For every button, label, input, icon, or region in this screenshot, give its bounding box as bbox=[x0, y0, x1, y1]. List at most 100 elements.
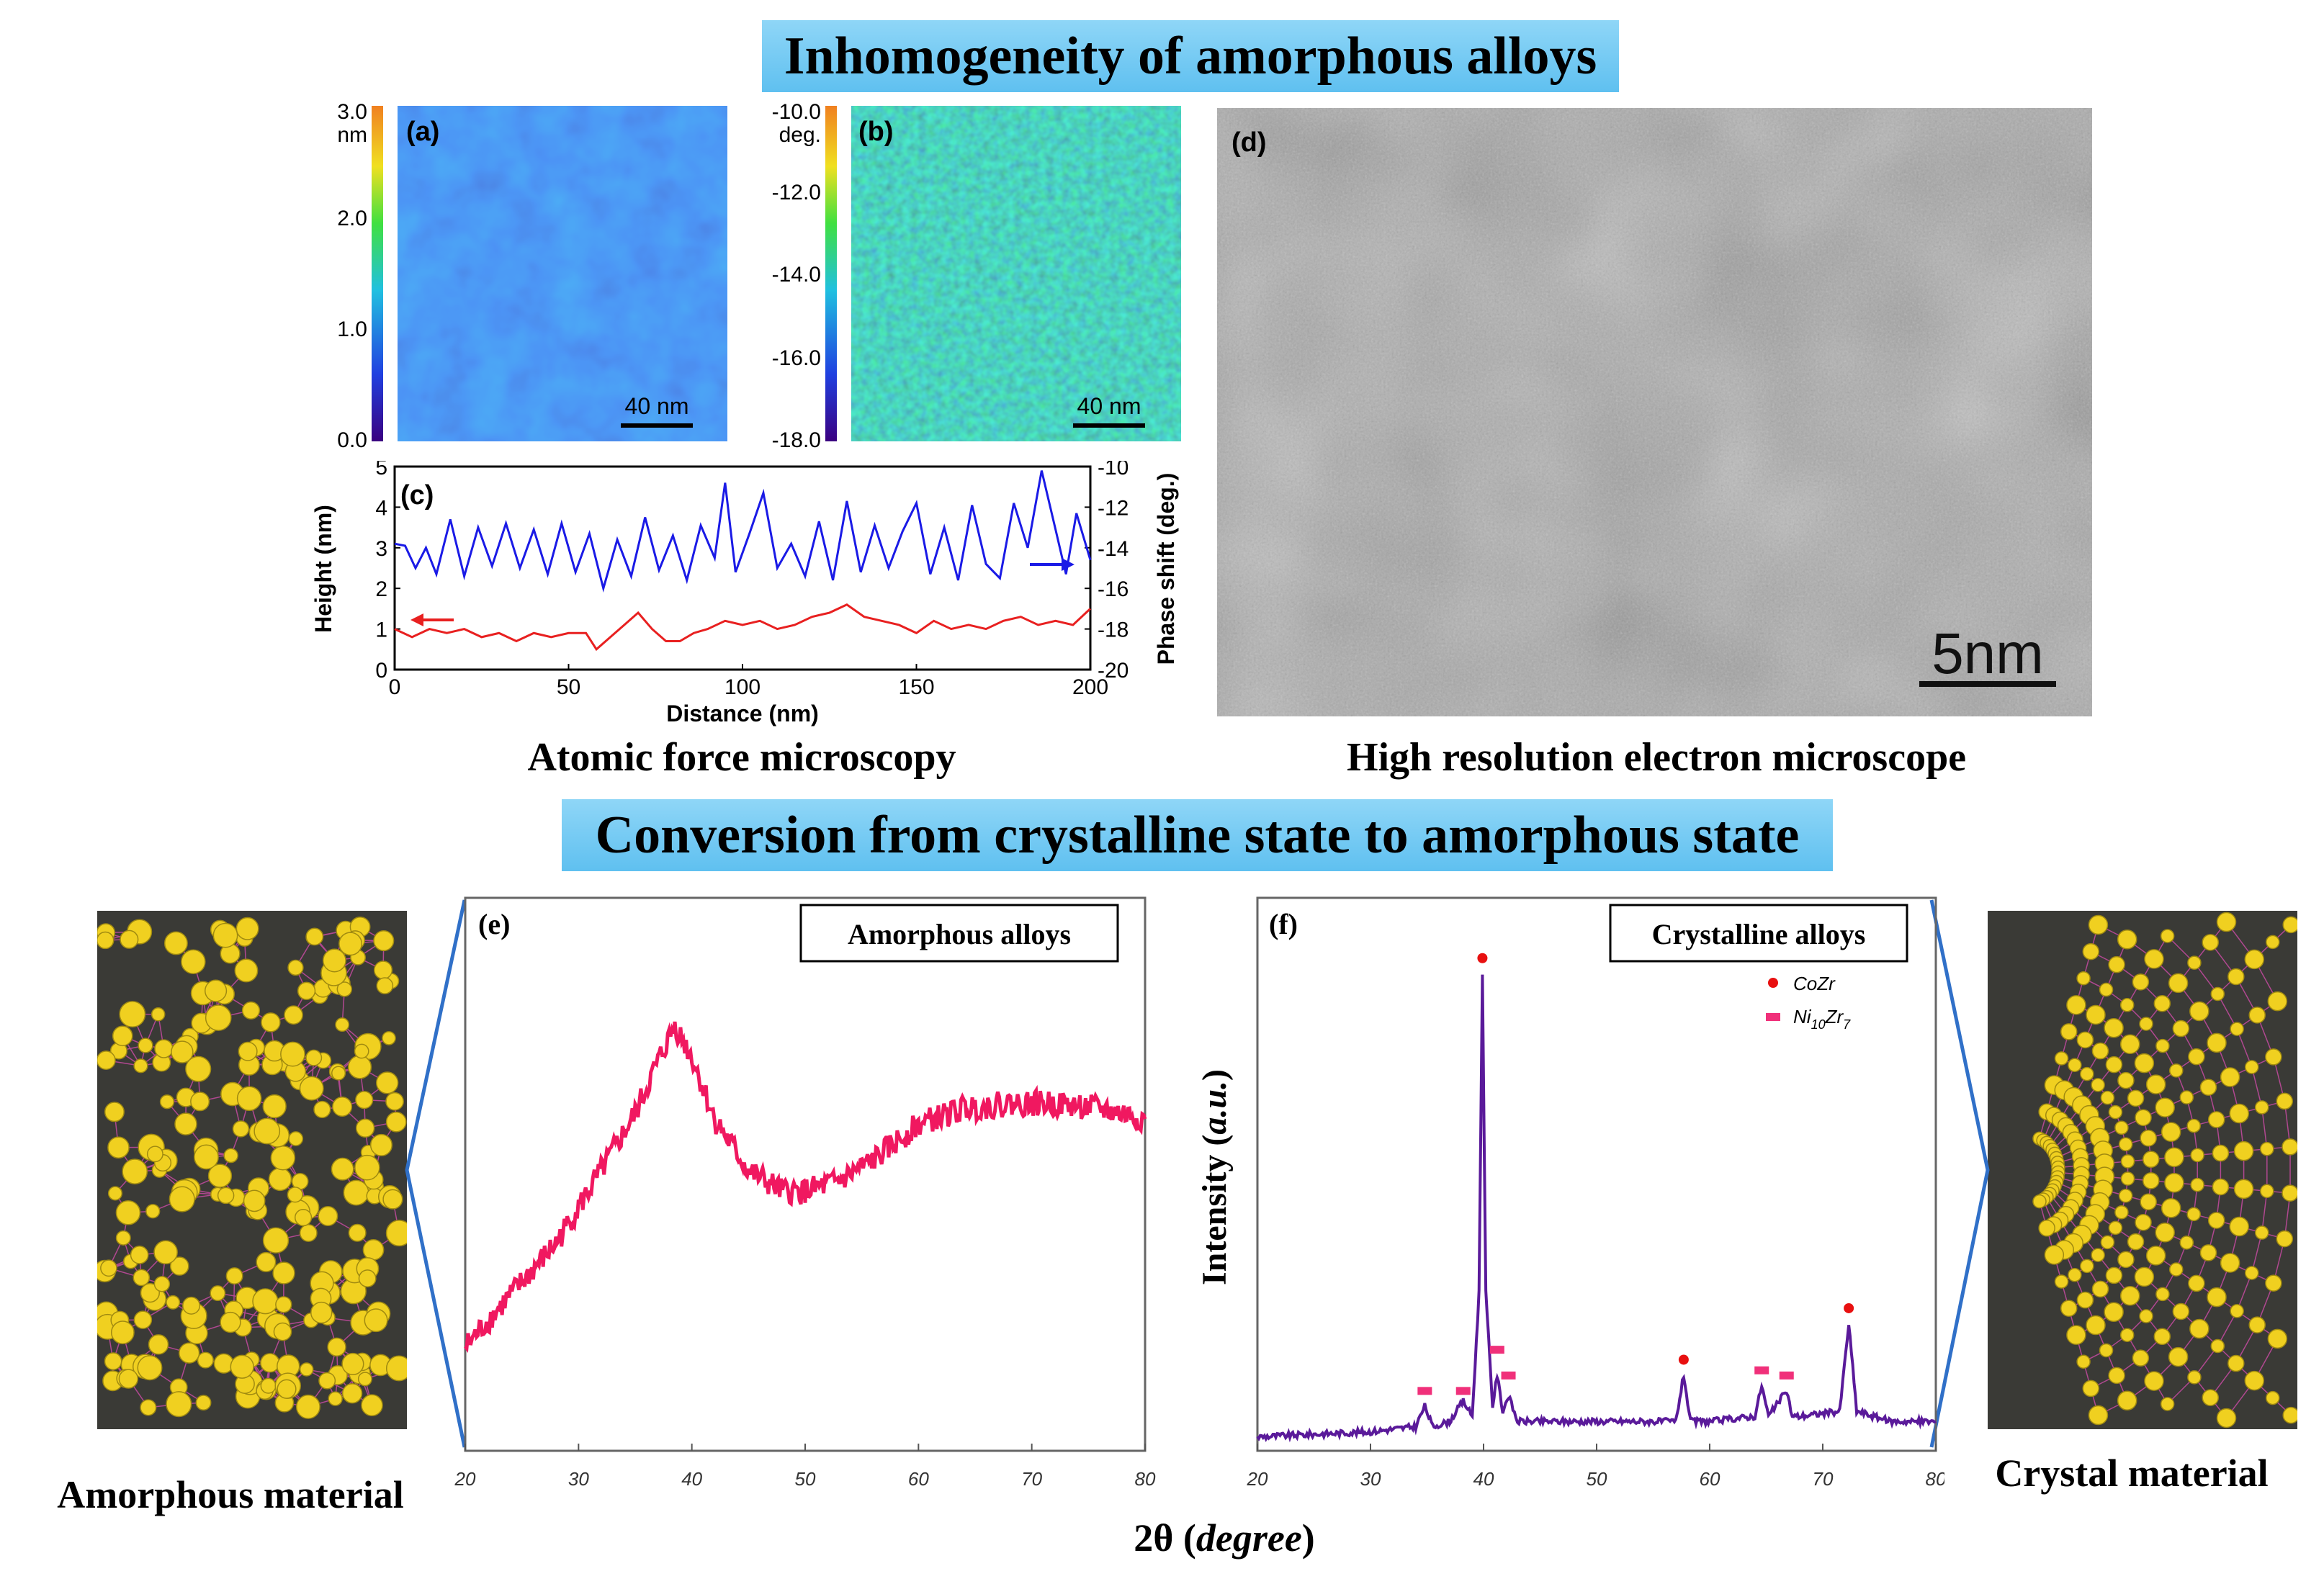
colorbar-b-tick: -10.0 bbox=[772, 100, 821, 124]
atom bbox=[145, 1204, 161, 1219]
atom bbox=[133, 1269, 151, 1287]
atom bbox=[2100, 1090, 2115, 1105]
atom bbox=[2186, 1118, 2201, 1133]
atom bbox=[361, 1394, 383, 1416]
chart-c-ylabel: Height (nm) bbox=[310, 505, 336, 633]
atom bbox=[204, 979, 228, 1002]
atom bbox=[119, 1001, 146, 1028]
atom bbox=[2248, 1316, 2266, 1333]
atom bbox=[2118, 1188, 2133, 1203]
atom bbox=[327, 1337, 346, 1357]
atom bbox=[297, 981, 316, 1000]
atom bbox=[2227, 1354, 2245, 1372]
atom bbox=[288, 1131, 304, 1146]
atom bbox=[118, 1369, 139, 1389]
x-tick-label: 200 bbox=[1072, 675, 1108, 699]
atom bbox=[2266, 935, 2280, 950]
atom bbox=[2212, 1144, 2230, 1162]
atom bbox=[338, 932, 363, 956]
atom bbox=[241, 1001, 261, 1020]
x-tick-label: 50 bbox=[795, 1468, 816, 1487]
atom bbox=[2233, 1179, 2254, 1200]
caption-hrem: High resolution electron microscope bbox=[1346, 735, 1967, 780]
atom bbox=[341, 1383, 363, 1404]
atom bbox=[2088, 914, 2109, 935]
chart-c-y2label: Phase shift (deg.) bbox=[1153, 473, 1179, 665]
phase-shift-line bbox=[394, 470, 1092, 593]
atom bbox=[159, 1094, 175, 1110]
atom bbox=[2187, 955, 2202, 970]
banner-mid: Conversion from crystalline state to amo… bbox=[562, 799, 1833, 871]
ni10zr7-marker bbox=[1455, 1387, 1471, 1395]
atom bbox=[133, 1310, 153, 1329]
atom bbox=[97, 1050, 116, 1070]
x-tick-label: 20 bbox=[1247, 1468, 1268, 1487]
caption-amorphous: Amorphous material bbox=[57, 1473, 404, 1516]
atom bbox=[2044, 1245, 2065, 1265]
x-tick-label: 60 bbox=[1700, 1468, 1720, 1487]
atom bbox=[2060, 1300, 2078, 1317]
y-tick-label: 4 bbox=[375, 496, 387, 520]
atom bbox=[2127, 1233, 2145, 1251]
atom bbox=[2076, 1291, 2094, 1309]
atom bbox=[261, 1012, 281, 1032]
atom bbox=[295, 1394, 320, 1419]
atom bbox=[280, 1041, 305, 1067]
atom bbox=[210, 1285, 226, 1302]
atom bbox=[137, 1355, 163, 1381]
panel-label-b: (b) bbox=[858, 117, 894, 147]
atom bbox=[2216, 912, 2237, 932]
atom bbox=[357, 1372, 372, 1387]
atom bbox=[2267, 991, 2288, 1012]
atom bbox=[305, 1049, 323, 1066]
atom bbox=[2120, 1154, 2135, 1169]
x-tick-label: 100 bbox=[724, 675, 761, 699]
atom bbox=[385, 1220, 407, 1247]
banner-top: Inhomogeneity of amorphous alloys bbox=[762, 20, 1619, 92]
atom bbox=[195, 1395, 212, 1411]
atom bbox=[2220, 1253, 2240, 1273]
atom bbox=[2144, 1371, 2164, 1391]
atom bbox=[223, 1148, 238, 1164]
atom bbox=[2207, 1032, 2227, 1053]
atom bbox=[169, 1186, 195, 1212]
atom bbox=[318, 1372, 336, 1390]
atom bbox=[2139, 1309, 2153, 1323]
atom bbox=[2244, 949, 2265, 970]
atom bbox=[275, 1296, 292, 1313]
y2-tick-label: -10 bbox=[1098, 461, 1129, 480]
atom bbox=[2172, 1020, 2190, 1038]
atom bbox=[2032, 1194, 2047, 1209]
cozr-marker bbox=[1844, 1302, 1854, 1313]
atom bbox=[140, 1399, 157, 1416]
legend-e: Amorphous alloys bbox=[848, 918, 1071, 950]
atom bbox=[2233, 1140, 2254, 1161]
chart-f-ylabel: Intensity (a.u.) bbox=[1195, 1069, 1234, 1285]
atom bbox=[153, 1240, 178, 1265]
atom bbox=[2248, 1007, 2266, 1024]
atom bbox=[369, 1133, 393, 1156]
colorbar-b bbox=[825, 106, 837, 441]
x-tick-label: 150 bbox=[898, 675, 934, 699]
atom bbox=[2282, 1138, 2297, 1156]
legend-entry-ni10zr7: Ni10Zr7 bbox=[1793, 1006, 1851, 1032]
atom bbox=[2282, 916, 2297, 934]
atom bbox=[171, 1040, 194, 1063]
atom bbox=[2230, 1304, 2244, 1318]
atom bbox=[2105, 1266, 2123, 1284]
atom bbox=[2153, 994, 2171, 1012]
atom bbox=[2202, 1389, 2219, 1406]
atom bbox=[2117, 930, 2137, 950]
atom bbox=[2190, 1148, 2204, 1163]
caption-afm: Atomic force microscopy bbox=[527, 735, 956, 780]
atom bbox=[2189, 1318, 2209, 1339]
atom bbox=[2199, 1244, 2217, 1261]
atom bbox=[299, 1076, 324, 1101]
atom bbox=[2091, 1078, 2105, 1092]
atom bbox=[299, 1224, 318, 1242]
atom bbox=[217, 1187, 235, 1205]
atom bbox=[2119, 998, 2135, 1012]
x-tick-label: 40 bbox=[681, 1468, 702, 1487]
atom bbox=[120, 930, 139, 949]
atom bbox=[179, 1342, 200, 1364]
